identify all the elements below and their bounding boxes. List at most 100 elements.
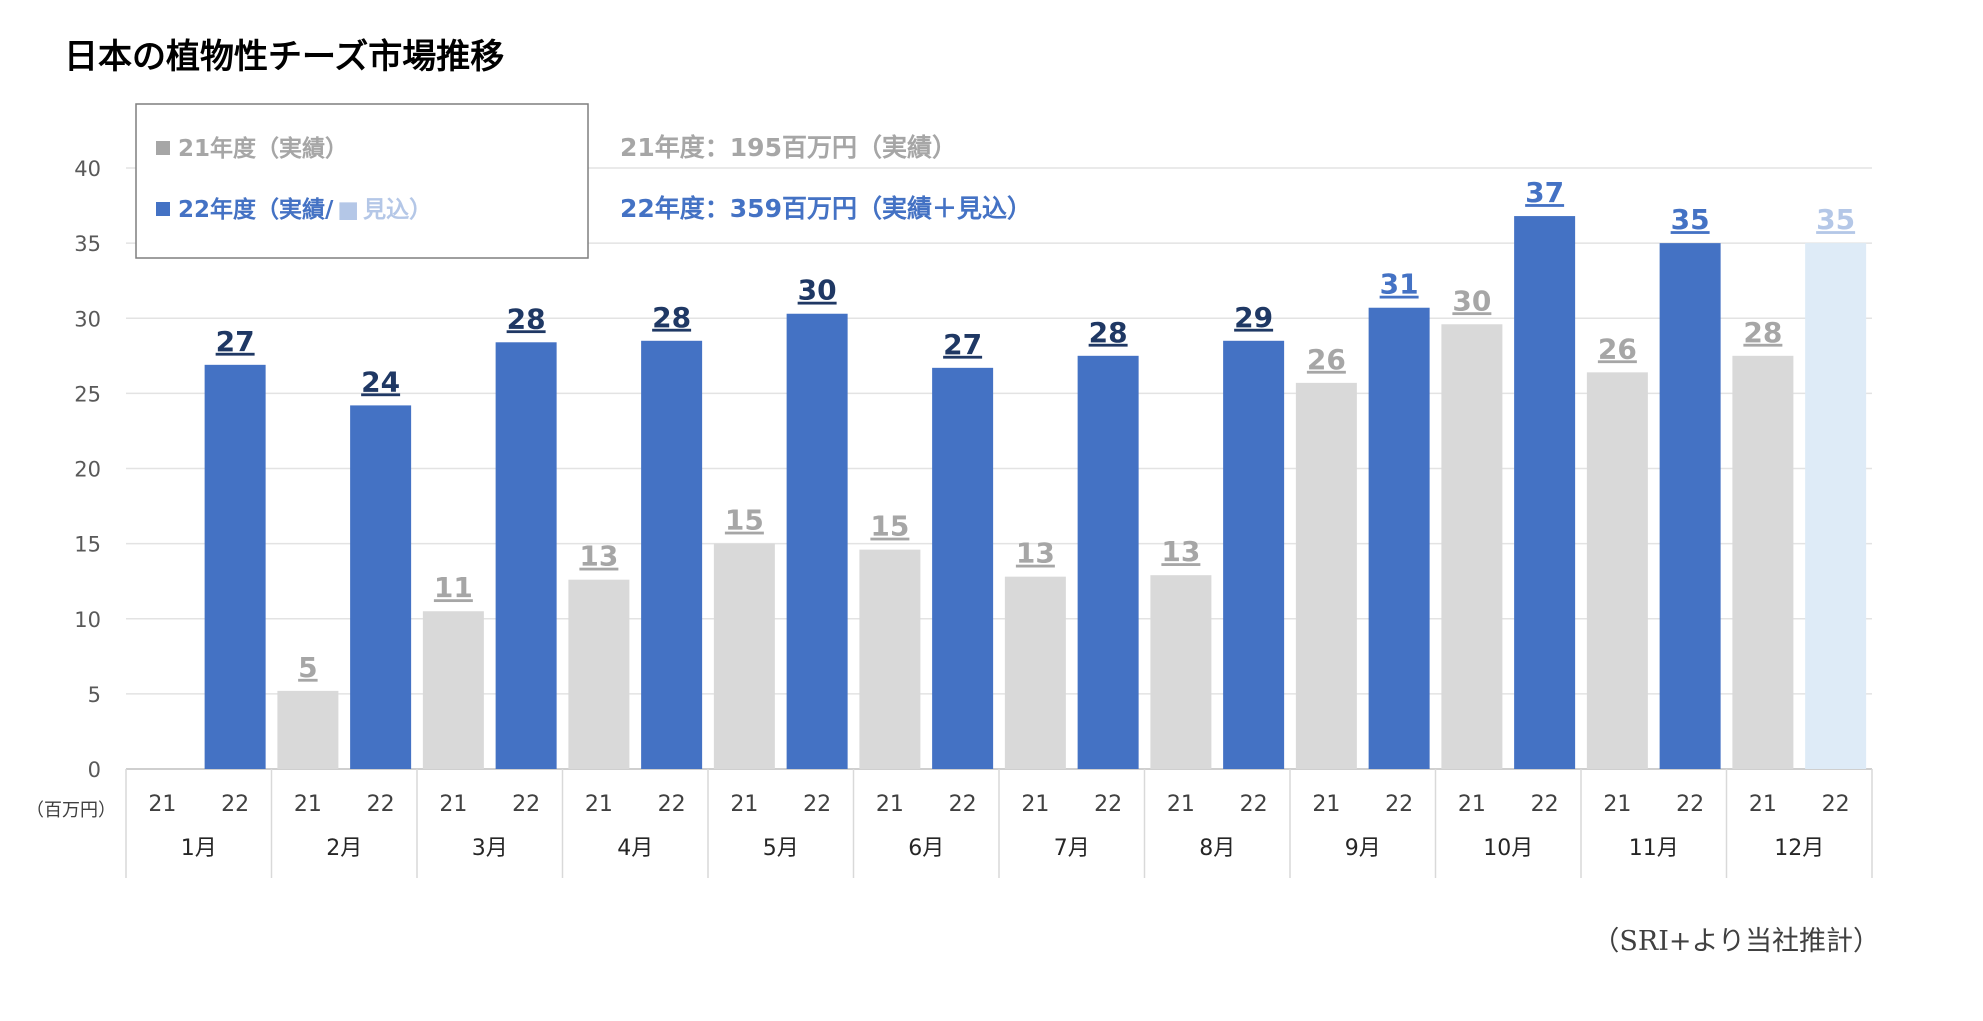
data-label-fy22: 29 [1234, 301, 1273, 334]
x-month-label: 4月 [617, 836, 653, 861]
y-tick-label: 5 [88, 683, 101, 707]
bar-fy21 [1732, 355, 1794, 769]
data-label-fy22: 35 [1816, 203, 1855, 236]
x-month-label: 12月 [1774, 836, 1824, 861]
data-label-fy21: 30 [1452, 284, 1491, 317]
total-fy21: 21年度：195百万円（実績） [620, 133, 957, 162]
y-tick-label: 10 [74, 608, 101, 632]
x-subcategory-label: 22 [1531, 792, 1559, 817]
x-subcategory-label: 22 [658, 792, 686, 817]
bar-fy22 [641, 340, 703, 769]
data-label-fy22: 30 [798, 274, 837, 307]
y-tick-label: 30 [74, 307, 101, 331]
gridlines [126, 167, 1872, 770]
x-subcategory-label: 21 [585, 792, 613, 817]
x-month-label: 8月 [1199, 836, 1235, 861]
bar-fy21 [277, 690, 339, 769]
x-subcategory-label: 21 [1312, 792, 1340, 817]
x-subcategory-label: 21 [148, 792, 176, 817]
bar-fy21 [713, 543, 775, 769]
legend-swatch-fy21 [156, 141, 170, 155]
data-label-fy22: 28 [652, 301, 691, 334]
bar-fy22 [1514, 216, 1576, 769]
x-month-label: 5月 [763, 836, 799, 861]
x-subcategory-label: 21 [1749, 792, 1777, 817]
bar-fy21 [1295, 382, 1357, 769]
x-subcategory-label: 21 [876, 792, 904, 817]
x-subcategory-label: 22 [367, 792, 395, 817]
x-subcategory-label: 21 [439, 792, 467, 817]
x-month-label: 2月 [326, 836, 362, 861]
data-label-fy21: 5 [298, 651, 317, 684]
bar-fy21 [859, 549, 921, 769]
data-label-fy21: 26 [1598, 332, 1637, 365]
legend-swatch-fy22 [156, 202, 170, 216]
bar-fy22 [1368, 307, 1430, 769]
bars [204, 216, 1867, 769]
x-subcategory-label: 21 [1458, 792, 1486, 817]
legend-label-fy22: 22年度（実績/■ 見込） [178, 196, 432, 223]
y-tick-label: 40 [74, 157, 101, 181]
data-label-fy21: 11 [434, 571, 473, 604]
x-month-label: 10月 [1483, 836, 1533, 861]
x-month-label: 1月 [181, 836, 217, 861]
data-label-fy22: 31 [1380, 268, 1419, 301]
x-month-label: 11月 [1629, 836, 1679, 861]
x-subcategory-label: 21 [1167, 792, 1195, 817]
data-label-fy22: 37 [1525, 176, 1564, 209]
x-month-label: 6月 [908, 836, 944, 861]
legend: 21年度（実績） 22年度（実績/■ 見込） [135, 103, 589, 259]
x-subcategory-label: 22 [1822, 792, 1850, 817]
x-subcategory-label: 22 [1240, 792, 1268, 817]
x-subcategory-label: 22 [949, 792, 977, 817]
bar-fy22 [350, 405, 412, 769]
y-tick-label: 25 [74, 382, 101, 406]
data-label-fy21: 13 [1161, 535, 1200, 568]
data-label-fy22: 35 [1671, 203, 1710, 236]
data-label-fy21: 26 [1307, 343, 1346, 376]
data-labels: 27 5 24 11 28 13 28 15 30 15 27 13 28 13 29 26 31 30 37 26 3… [216, 176, 1855, 684]
data-label-fy21: 15 [725, 504, 764, 537]
x-month-label: 7月 [1054, 836, 1090, 861]
x-subcategory-label: 22 [1385, 792, 1413, 817]
chart-title: 日本の植物性チーズ市場推移 [64, 37, 504, 77]
bar-fy22 [204, 364, 266, 769]
bar-fy21 [422, 611, 484, 769]
data-label-fy22: 28 [507, 302, 546, 335]
source-note: （SRI+より当社推計） [1592, 926, 1880, 957]
bar-fy22 [1223, 340, 1285, 769]
y-tick-label: 20 [74, 458, 101, 482]
data-label-fy22: 27 [216, 325, 255, 358]
bar-fy21 [1004, 576, 1066, 769]
x-subcategory-label: 22 [512, 792, 540, 817]
y-tick-label: 35 [74, 232, 101, 256]
bar-fy21 [1441, 324, 1503, 769]
bar-fy22-forecast [1805, 243, 1867, 769]
x-subcategory-label: 21 [1603, 792, 1631, 817]
data-label-fy21: 28 [1743, 316, 1782, 349]
data-label-fy21: 13 [579, 540, 618, 573]
bar-fy22 [932, 367, 994, 769]
y-axis: 0 5 10 15 20 25 30 35 40 [74, 157, 101, 782]
x-month-label: 9月 [1345, 836, 1381, 861]
x-month-label: 3月 [472, 836, 508, 861]
bar-fy21 [568, 579, 630, 769]
legend-label-fy21: 21年度（実績） [178, 135, 348, 162]
total-fy22: 22年度：359百万円（実績＋見込） [620, 194, 1032, 223]
x-subcategory-label: 21 [730, 792, 758, 817]
bar-fy22 [495, 342, 557, 769]
x-subcategory-label: 22 [221, 792, 249, 817]
y-tick-label: 15 [74, 533, 101, 557]
y-tick-label: 0 [88, 758, 101, 782]
bar-fy22 [1659, 243, 1721, 769]
bar-fy21 [1586, 372, 1648, 769]
x-subcategory-label: 22 [1094, 792, 1122, 817]
data-label-fy22: 24 [361, 365, 400, 398]
y-axis-unit-label: （百万円） [26, 800, 116, 821]
bar-fy21 [1150, 575, 1212, 769]
data-label-fy21: 15 [870, 510, 909, 543]
x-subcategory-label: 21 [294, 792, 322, 817]
data-label-fy22: 28 [1089, 316, 1128, 349]
